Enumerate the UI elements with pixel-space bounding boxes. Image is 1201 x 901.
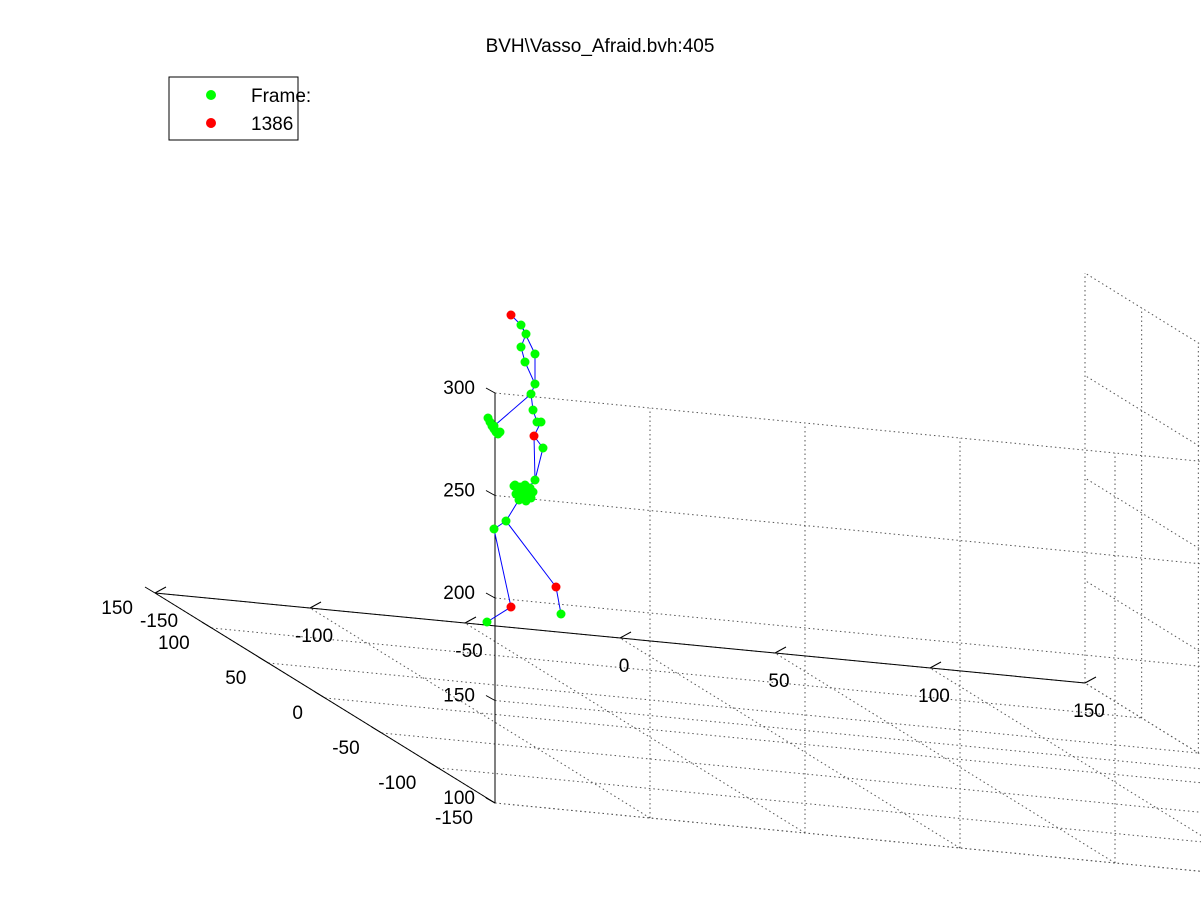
joint-point — [516, 320, 526, 330]
grid-line — [1084, 375, 1201, 448]
legend-label-frame: Frame: — [251, 86, 311, 107]
joint-point — [495, 427, 505, 437]
z-tick-mark — [485, 592, 496, 599]
grid-line — [324, 697, 1201, 784]
x-tick-label: 100 — [918, 686, 950, 707]
joint-point — [520, 357, 530, 367]
bone-segment — [493, 393, 532, 427]
z-tick-mark — [485, 387, 496, 394]
y-tick-mark — [201, 621, 212, 629]
grid-line — [211, 627, 1142, 719]
x-tick-label: -50 — [455, 641, 482, 662]
y-tick-mark — [314, 691, 326, 699]
y-tick-label: 150 — [101, 598, 133, 619]
x-tick-label: 0 — [619, 656, 630, 677]
joint-point — [536, 417, 546, 427]
joint-point — [556, 609, 566, 619]
grid-line — [619, 637, 961, 849]
y-tick-label: -100 — [378, 773, 416, 794]
x-tick-label: -150 — [140, 611, 178, 632]
bone-segment — [493, 528, 512, 608]
x-tick-mark — [1084, 676, 1097, 684]
joint-point — [482, 617, 492, 627]
joint-point — [538, 443, 548, 453]
y-tick-mark — [371, 726, 382, 734]
legend-marker-frame — [206, 90, 216, 100]
joint-point — [518, 485, 528, 495]
bone-segment — [486, 606, 512, 623]
z-tick-mark — [485, 695, 496, 701]
z-tick-mark — [485, 490, 496, 496]
z-tick-label: 100 — [443, 788, 475, 809]
bone-segment — [555, 586, 562, 615]
x-tick-label: 150 — [1073, 701, 1105, 722]
x-tick-mark — [774, 646, 787, 654]
grid-line — [774, 652, 1116, 864]
y-tick-label: 50 — [225, 668, 246, 689]
bone-segment — [534, 447, 544, 481]
joint-point — [526, 389, 536, 399]
joint-point — [509, 481, 519, 491]
z-tick-label: 300 — [443, 378, 475, 399]
chart-title: BVH\Vasso_Afraid.bvh:405 — [486, 36, 715, 57]
grid-line — [268, 662, 1199, 754]
x-tick-label: 50 — [768, 671, 789, 692]
joint-point — [526, 493, 536, 503]
joint-point — [516, 342, 526, 352]
z-tick-mark — [485, 797, 496, 804]
legend: Frame: 1386 — [168, 76, 311, 141]
y-tick-label: -50 — [332, 738, 359, 759]
grid-line — [1084, 580, 1201, 653]
bone-segment — [533, 435, 536, 481]
z-tick-label: 250 — [443, 481, 475, 502]
grid-line — [1084, 477, 1201, 551]
marker-point — [551, 582, 561, 592]
y-tick-label: 0 — [292, 703, 303, 724]
joint-point — [515, 493, 525, 503]
grid-line — [309, 607, 651, 819]
joint-point — [530, 475, 540, 485]
x-tick-mark — [464, 616, 477, 624]
x-tick-mark — [309, 601, 322, 609]
y-tick-label: 100 — [158, 633, 190, 654]
x-tick-mark — [154, 586, 167, 594]
legend-label-1386: 1386 — [251, 114, 293, 135]
joint-point — [530, 379, 540, 389]
x-tick-mark — [619, 631, 632, 639]
skeleton-plot — [482, 310, 566, 627]
y-tick-mark — [144, 586, 156, 594]
bone-segment — [505, 520, 557, 588]
joint-point — [521, 329, 531, 339]
joint-point — [489, 524, 499, 534]
grid-line — [1084, 272, 1201, 346]
tick-labels: -150 -100 -50 0 50 100 150 -150 -100 -50 0 50 100 150… — [101, 378, 1105, 829]
joint-point — [530, 349, 540, 359]
joint-point — [528, 405, 538, 415]
z-tick-label: 200 — [443, 583, 475, 604]
grid-line — [1084, 682, 1201, 756]
y-tick-mark — [428, 761, 439, 769]
y-tick-label: -150 — [435, 808, 473, 829]
z-tick-label: 150 — [443, 686, 475, 707]
legend-box — [168, 76, 299, 141]
legend-marker-1386 — [206, 118, 216, 128]
x-tick-label: -100 — [295, 626, 333, 647]
x-tick-mark — [929, 661, 942, 669]
bone-segment — [520, 324, 536, 355]
grid-line — [381, 732, 1201, 813]
marker-point — [506, 310, 516, 320]
marker-point — [506, 602, 516, 612]
joint-point — [489, 421, 499, 431]
joint-point — [501, 516, 511, 526]
marker-point — [529, 431, 539, 441]
y-tick-mark — [258, 656, 269, 664]
